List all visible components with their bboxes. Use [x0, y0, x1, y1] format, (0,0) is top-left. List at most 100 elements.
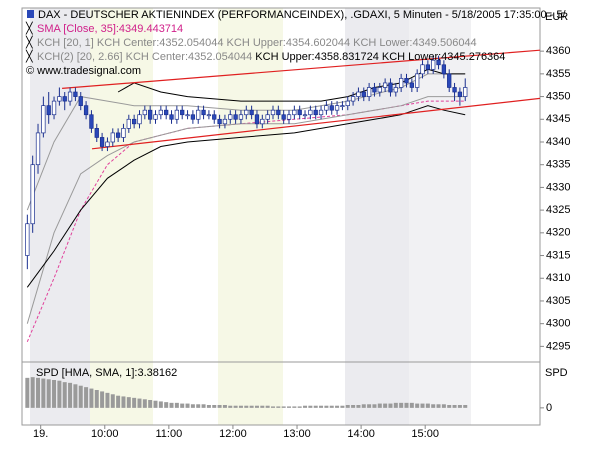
bar — [297, 406, 302, 408]
candle-body — [180, 109, 185, 116]
candle-body — [447, 73, 452, 88]
candle-body — [196, 109, 201, 120]
candle-body — [431, 59, 436, 70]
candle-body — [254, 114, 260, 125]
candle-body — [377, 87, 382, 93]
bar — [73, 384, 78, 408]
candle-body — [318, 109, 324, 116]
candle-body — [302, 114, 308, 117]
bar — [158, 401, 163, 408]
plot-frame — [21, 7, 541, 426]
bar — [126, 397, 131, 408]
candle-body — [153, 114, 158, 120]
candle-body — [174, 109, 180, 120]
indicator-line — [26, 96, 466, 324]
candle-body — [233, 114, 238, 120]
y-tick-label: 4295 — [546, 340, 570, 352]
bar — [25, 377, 30, 408]
candle-body — [324, 105, 329, 111]
bar — [270, 406, 275, 408]
bar — [62, 382, 67, 408]
candle-body — [115, 132, 121, 138]
bar — [185, 403, 190, 408]
bar — [190, 404, 195, 408]
candle-body — [30, 164, 35, 225]
candle-body — [441, 64, 447, 75]
bar — [217, 405, 222, 408]
candle-body — [62, 96, 67, 102]
band — [218, 8, 283, 425]
candle-body — [185, 114, 190, 117]
candle-body — [67, 91, 73, 102]
candle-body — [382, 82, 388, 88]
bar — [345, 405, 350, 408]
bar — [436, 404, 441, 408]
candle-body — [46, 105, 51, 116]
candle-body — [356, 91, 361, 97]
bar — [388, 403, 393, 408]
bar — [463, 405, 468, 408]
candle-body — [366, 87, 372, 97]
y-tick-label: 4300 — [546, 318, 570, 330]
bar — [254, 405, 259, 408]
bar — [36, 377, 41, 408]
candle-body — [131, 118, 137, 125]
bar — [393, 402, 398, 408]
y-tick-label: 4315 — [546, 249, 570, 261]
watermark: © www.tradesignal.com — [26, 65, 141, 77]
candle-body — [436, 59, 441, 66]
candle-body — [169, 114, 174, 120]
candle-body — [457, 91, 463, 97]
candle-body — [404, 78, 409, 84]
y-tick-label: 4305 — [546, 295, 570, 307]
trend-line — [62, 49, 540, 89]
candle-body — [121, 128, 126, 138]
bar — [281, 406, 286, 408]
candle-body — [78, 96, 83, 107]
bar — [265, 405, 270, 408]
bar — [201, 404, 206, 408]
bar — [148, 400, 153, 408]
candle-body — [399, 78, 404, 88]
candle-body — [41, 105, 46, 134]
bar — [303, 405, 308, 408]
session-bands — [30, 8, 471, 425]
bar — [52, 380, 57, 408]
candle-body — [452, 87, 457, 93]
bar — [372, 404, 377, 408]
bar — [105, 392, 110, 408]
candle-body — [345, 100, 350, 107]
candle-body — [281, 114, 286, 120]
bar — [89, 388, 94, 408]
candle-body — [212, 114, 217, 120]
bar — [244, 405, 249, 408]
candle-body — [329, 105, 334, 111]
bar — [100, 391, 105, 408]
bar — [41, 378, 46, 408]
candle-body — [249, 109, 254, 116]
x-tick-label: 10:00 — [91, 428, 119, 440]
y-tick-label: 4360 — [546, 45, 570, 57]
bar — [228, 405, 233, 408]
bar — [383, 403, 388, 408]
bar — [164, 402, 169, 408]
bar — [409, 402, 414, 408]
overlay-layer — [25, 49, 540, 342]
band — [409, 8, 471, 425]
bar — [287, 406, 292, 408]
y-tick-label: 4335 — [546, 159, 570, 171]
candle-body — [51, 100, 57, 116]
x-tick-label: 19. — [33, 428, 48, 440]
bar — [94, 390, 99, 408]
candle-body — [222, 118, 228, 125]
indicator-line — [26, 105, 466, 288]
bar — [420, 403, 425, 408]
candle-body — [206, 114, 212, 117]
bar — [233, 405, 238, 408]
bar — [431, 404, 436, 408]
bar — [78, 385, 83, 408]
bar — [425, 403, 430, 408]
candle-body — [388, 82, 393, 93]
candle-body — [99, 137, 105, 147]
